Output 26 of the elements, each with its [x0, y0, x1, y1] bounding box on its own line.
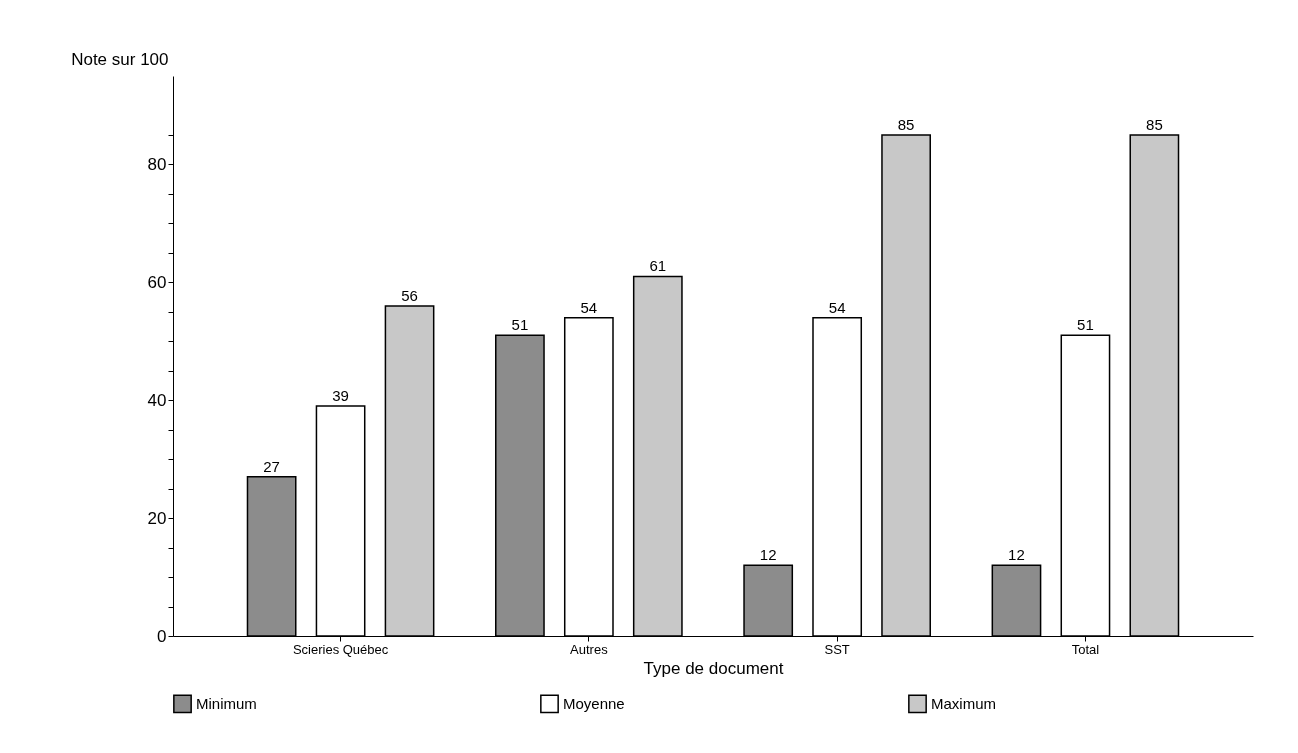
data-label: 12 [759, 546, 777, 564]
data-label: 51 [1077, 316, 1094, 334]
data-label: 51 [511, 316, 529, 334]
data-label: 56 [401, 286, 418, 304]
legend-label: Moyenne [563, 694, 625, 712]
data-label: 54 [580, 298, 598, 316]
legend-label: Minimum [196, 694, 257, 712]
data-label: 12 [1008, 546, 1025, 564]
x-tick-label: Autres [570, 641, 609, 657]
x-tick-label: Total [1071, 641, 1100, 657]
y-tick-label: 40 [147, 390, 167, 410]
y-tick-label: 60 [147, 272, 167, 292]
x-axis-title: Type de document [643, 658, 784, 678]
y-tick-label: 0 [157, 626, 167, 646]
data-label: 85 [1146, 115, 1163, 133]
data-label: 54 [828, 298, 846, 316]
data-label: 27 [263, 457, 280, 475]
data-label: 85 [897, 115, 915, 133]
x-tick-label: Scieries Québec [292, 641, 389, 657]
y-axis-title: Note sur 100 [71, 49, 169, 69]
y-tick-label: 80 [147, 154, 167, 174]
legend-label: Maximum [931, 694, 997, 712]
x-tick-label: SST [824, 641, 850, 657]
data-label: 39 [332, 387, 349, 405]
data-label: 61 [649, 257, 667, 275]
y-tick-label: 20 [147, 508, 167, 528]
